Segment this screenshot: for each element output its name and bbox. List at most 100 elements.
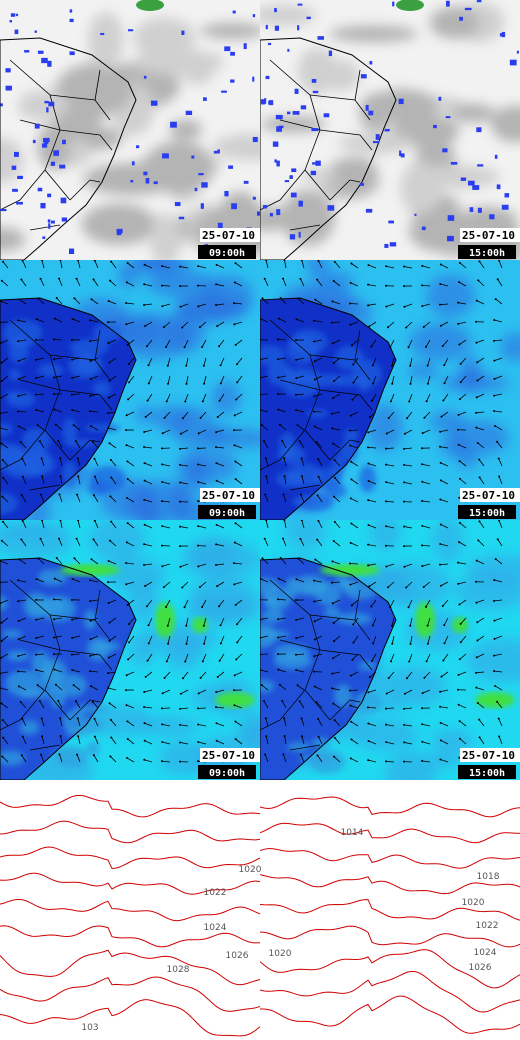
wind-arrow [162,689,171,694]
wind-arrow [145,671,153,678]
wind-arrow [234,321,243,325]
rain-cell [34,123,40,129]
arrow-head [219,642,222,645]
wind-arrow [41,520,45,529]
arrow-head [331,687,334,690]
jet-core [415,602,435,638]
land-blob [40,595,76,622]
arrow-head [498,475,501,478]
arrow-head [215,691,218,694]
field-blob [207,425,230,442]
field-blob [283,520,327,551]
arrow-head [457,322,460,325]
wind-arrow [314,686,323,691]
rain-cell [170,121,177,128]
arrow-head [17,579,20,582]
arrow-head [407,346,410,349]
wind-arrow [314,635,323,640]
border [289,224,321,231]
arrow-head [405,417,408,420]
land-blob [286,335,318,364]
wind-arrow [281,440,287,449]
rain-cell [365,104,369,111]
wind-arrow [36,318,45,323]
arrow-head [71,653,74,656]
wind-arrow [260,617,269,620]
wind-arrow [148,617,153,626]
arrow-head [233,444,236,447]
wind-arrow [314,393,323,397]
field-blob [456,452,479,468]
arrow-head [493,637,496,640]
arrow-head [179,692,182,695]
wind-arrow [148,635,153,644]
arrow-head [314,298,317,301]
wind-arrow [184,339,189,348]
wind-arrow [260,669,269,673]
wind-arrow [279,424,287,431]
arrow-head [385,565,388,568]
land-blob [359,465,377,493]
arrow-head [260,393,262,396]
arrow-head [478,736,481,739]
arrow-head [331,602,334,605]
wind-arrow [265,260,269,269]
arrow-head [108,702,111,705]
arrow-head [234,522,237,525]
border [289,484,321,491]
rain-cell [290,192,297,198]
arrow-head [299,537,302,540]
wind-arrow [53,338,63,341]
wind-arrow [390,653,395,662]
isobar-label: 1024 [204,923,227,933]
wind-arrow [216,283,225,287]
arrow-head [90,558,93,561]
rain-cell [16,201,23,205]
wind-arrow [494,685,503,691]
arrow-head [295,669,298,672]
wind-arrow [54,357,63,360]
rain-cell [489,214,495,220]
wind-arrow [162,525,171,529]
isobar-label: 1022 [204,888,227,898]
arrow-head [332,442,335,445]
cloud [18,90,68,121]
wind-arrow [316,279,323,287]
wind-arrow [479,477,485,485]
wind-arrow [163,581,171,588]
arrow-head [316,494,319,497]
arrow-head [279,557,282,560]
coastline [260,557,397,780]
arrow-head [422,585,425,588]
wind-arrow [280,557,287,565]
arrow-head [125,562,128,565]
rain-cell [274,8,277,13]
arrow-head [313,425,316,428]
arrow-head [439,461,442,464]
rain-cell [287,48,290,52]
arrow-head [108,442,111,445]
wind-arrow [144,706,153,709]
wind-arrow [73,424,81,431]
wind-arrow [76,494,81,503]
wind-arrow [108,393,117,399]
wind-arrow [58,538,63,547]
arrow-head [277,577,280,580]
wind-arrow [36,578,45,583]
wind-arrow [164,411,171,419]
wind-arrow [75,440,81,449]
wind-arrow [422,265,431,269]
wind-arrow [331,581,341,583]
wind-arrow [301,736,305,745]
arrow-head [71,598,74,601]
wind-arrow [421,285,431,287]
arrow-head [215,722,218,725]
wind-arrow [351,479,359,485]
arrow-head [367,722,370,725]
wind-arrow [440,283,449,287]
arrow-head [475,601,478,604]
rain-cell [231,203,237,210]
arrow-head [313,319,316,322]
coastline [0,557,137,780]
